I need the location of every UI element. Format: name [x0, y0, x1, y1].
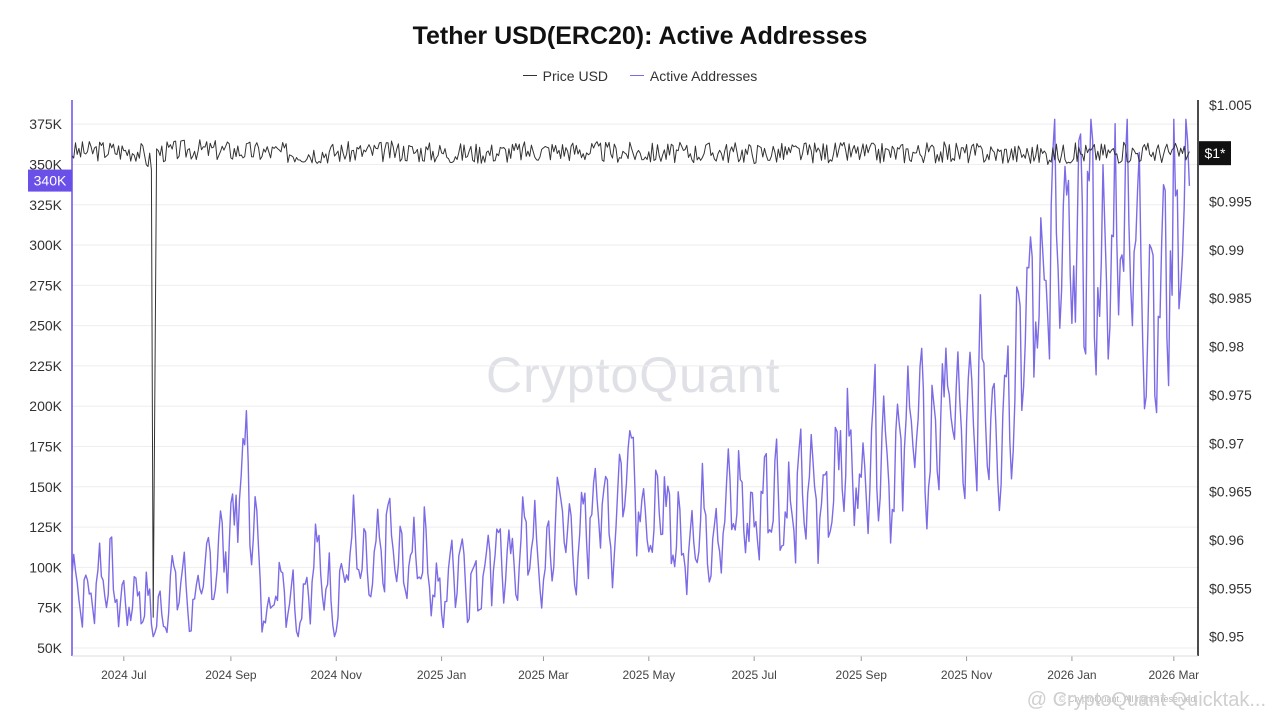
legend-label-active-addresses: Active Addresses	[649, 67, 758, 84]
right-axis-tick-label: $0.955	[1209, 580, 1252, 596]
series-line-active-addresses	[71, 118, 1191, 638]
series-line-price	[71, 139, 1190, 618]
x-axis-tick-label: 2024 Sep	[205, 668, 257, 682]
footer-copyright: © CryptoQuant. All rights reserved.	[1058, 694, 1198, 704]
legend-swatch-active-addresses	[629, 75, 644, 76]
x-axis-tick-label: 2025 May	[622, 668, 675, 682]
x-axis-tick-label: 2026 Mar	[1148, 668, 1199, 682]
left-axis-tick-label: 200K	[29, 398, 62, 414]
legend-item-price[interactable]: Price USD	[522, 67, 609, 84]
legend-item-active-addresses[interactable]: Active Addresses	[629, 67, 758, 84]
x-axis-tick-label: 2025 Nov	[941, 668, 992, 682]
x-axis-tick-label: 2024 Nov	[311, 668, 362, 682]
watermark-logo: CryptoQuant	[486, 347, 781, 403]
left-axis-tick-label: 350K	[29, 156, 62, 172]
left-axis-tick-label: 250K	[29, 318, 62, 334]
x-axis-tick-label: 2025 Jul	[731, 668, 776, 682]
x-axis-tick-label: 2025 Sep	[836, 668, 888, 682]
left-axis-tick-label: 50K	[37, 640, 63, 656]
legend: Price USD Active Addresses	[0, 63, 1280, 84]
right-current-marker-box	[1199, 141, 1231, 166]
series	[71, 118, 1191, 638]
left-axis-tick-label: 100K	[29, 559, 62, 575]
left-current-marker-box	[28, 169, 72, 192]
left-axis-tick-label: 75K	[37, 600, 63, 616]
right-axis-tick-label: $0.985	[1209, 290, 1252, 306]
left-axis-tick-label: 175K	[29, 438, 62, 454]
chart-title: Tether USD(ERC20): Active Addresses	[412, 22, 868, 50]
footer-credit: @ CryptoQuant Quicktak...	[1026, 689, 1266, 711]
right-current-marker-label: $1*	[1204, 145, 1226, 161]
right-axis-tick-label: $0.98	[1209, 339, 1244, 355]
left-axis-tick-label: 125K	[29, 519, 62, 535]
x-axis-tick-label: 2025 Mar	[518, 668, 569, 682]
x-axis-tick-label: 2025 Jan	[417, 668, 466, 682]
grid-lines	[72, 123, 1198, 649]
right-axis-tick-label: $0.95	[1209, 629, 1244, 645]
legend-swatch-price	[522, 75, 537, 76]
right-axis-tick-label: $0.975	[1209, 387, 1252, 403]
x-axis-tick-label: 2024 Jul	[101, 668, 146, 682]
left-axis-tick-label: 150K	[29, 479, 62, 495]
left-axis-tick-label: 325K	[29, 197, 62, 213]
right-axis-tick-label: $0.965	[1209, 484, 1252, 500]
left-axis-tick-label: 375K	[29, 116, 62, 132]
current-value-markers: 340K $1*	[28, 141, 1231, 192]
left-axis-tick-label: 300K	[29, 237, 62, 253]
x-axis-tick-label: 2026 Jan	[1047, 668, 1096, 682]
left-axis-tick-label: 275K	[29, 277, 62, 293]
left-axis-tick-label: 225K	[29, 358, 62, 374]
legend-label-price: Price USD	[542, 67, 609, 84]
axes: 50K 75K 100K 125K 150K 175K 200K 225K 250K 275K 30…	[29, 97, 1252, 682]
right-axis-tick-label: $0.97	[1209, 435, 1244, 451]
right-axis-tick-label: $0.96	[1209, 532, 1244, 548]
right-axis-tick-label: $1.005	[1209, 97, 1252, 113]
left-current-marker-label: 340K	[34, 173, 67, 189]
right-axis-tick-label: $0.995	[1209, 194, 1252, 210]
right-axis-tick-label: $0.99	[1209, 242, 1244, 258]
